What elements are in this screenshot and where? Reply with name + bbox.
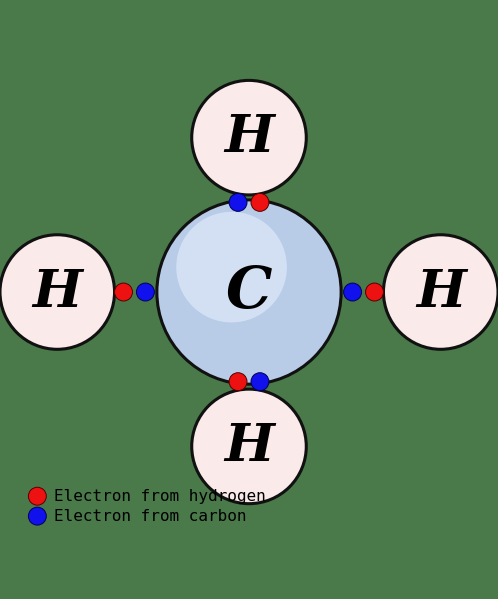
Text: Electron from hydrogen: Electron from hydrogen <box>54 489 265 504</box>
Circle shape <box>383 235 498 349</box>
Circle shape <box>28 487 46 505</box>
Circle shape <box>229 373 247 391</box>
Circle shape <box>251 193 269 211</box>
Circle shape <box>115 283 132 301</box>
Circle shape <box>229 193 247 211</box>
Circle shape <box>0 235 115 349</box>
Text: C: C <box>226 264 272 320</box>
Circle shape <box>28 507 46 525</box>
Circle shape <box>251 373 269 391</box>
Text: H: H <box>224 421 274 472</box>
Circle shape <box>176 212 287 322</box>
Text: H: H <box>224 112 274 163</box>
Text: H: H <box>416 267 466 317</box>
Circle shape <box>366 283 383 301</box>
Text: H: H <box>32 267 82 317</box>
Circle shape <box>157 200 341 384</box>
Circle shape <box>192 80 306 195</box>
Circle shape <box>136 283 154 301</box>
Circle shape <box>192 389 306 504</box>
Text: Electron from carbon: Electron from carbon <box>54 509 247 524</box>
Circle shape <box>344 283 362 301</box>
